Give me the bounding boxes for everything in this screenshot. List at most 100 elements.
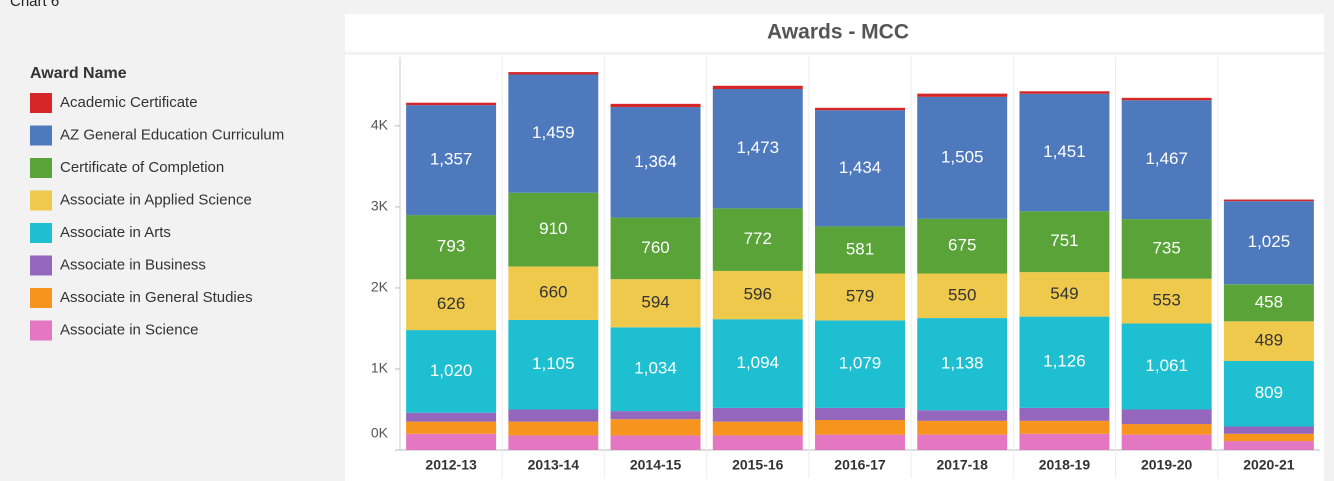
bar-segment xyxy=(610,103,701,108)
legend-title: Award Name xyxy=(30,65,127,82)
legend-label: Associate in Applied Science xyxy=(60,191,252,208)
y-tick-label: 3K xyxy=(371,198,389,214)
bar-segment xyxy=(1121,424,1212,435)
bar-segment xyxy=(406,412,497,422)
bar-segment xyxy=(1019,211,1110,273)
bar-segment xyxy=(712,319,803,408)
legend-swatch xyxy=(30,223,52,243)
data-label: 1,364 xyxy=(634,152,677,171)
data-label: 675 xyxy=(948,236,976,255)
data-label: 1,138 xyxy=(941,354,984,373)
bar-segment xyxy=(508,192,599,267)
bar-segment xyxy=(1019,91,1110,94)
x-tick-label: 2016-17 xyxy=(834,457,886,473)
legend-swatch xyxy=(30,320,52,341)
data-label: 772 xyxy=(744,229,772,248)
legend-swatch xyxy=(30,158,52,178)
bar-segment xyxy=(610,327,701,412)
data-label: 1,061 xyxy=(1145,356,1188,375)
bar-segment xyxy=(508,435,599,450)
bar-segment xyxy=(1121,100,1212,220)
bar-segment xyxy=(917,218,1008,274)
y-tick-label: 1K xyxy=(371,360,389,376)
legend-label: Associate in Arts xyxy=(60,224,171,241)
bar-segment xyxy=(1223,199,1314,202)
bar-segment xyxy=(1019,93,1110,212)
data-label: 1,020 xyxy=(430,361,473,380)
bar-segment xyxy=(610,279,701,328)
bar-segment xyxy=(406,105,497,216)
bar-segment xyxy=(917,318,1008,411)
bar-segment xyxy=(508,421,599,436)
data-label: 489 xyxy=(1255,331,1283,350)
bar-segment xyxy=(406,279,497,331)
bar-segment xyxy=(815,420,905,435)
bar-segment xyxy=(1019,433,1110,450)
bar-segment xyxy=(1121,434,1212,450)
bar-segment xyxy=(1223,360,1314,427)
bar-segment xyxy=(712,85,803,90)
data-label: 793 xyxy=(437,237,465,256)
x-tick-label: 2020-21 xyxy=(1243,457,1295,473)
data-label: 550 xyxy=(948,285,976,304)
data-label: 1,505 xyxy=(941,147,984,166)
bar-segment xyxy=(610,419,701,436)
x-tick-label: 2019-20 xyxy=(1141,457,1193,473)
data-label: 760 xyxy=(641,238,669,257)
data-label: 581 xyxy=(846,239,874,258)
bar-segment xyxy=(610,107,701,218)
data-label: 1,126 xyxy=(1043,352,1086,371)
bar-segment xyxy=(1223,201,1314,285)
bar-segment xyxy=(610,435,701,450)
data-label: 1,451 xyxy=(1043,142,1086,161)
bar-segment xyxy=(815,110,905,227)
legend-swatch xyxy=(30,93,52,113)
bar-segment xyxy=(815,407,905,421)
legend-swatch xyxy=(30,255,52,276)
data-label: 660 xyxy=(539,283,567,302)
bar-segment xyxy=(815,226,905,274)
data-label: 1,467 xyxy=(1145,149,1188,168)
y-tick-label: 2K xyxy=(371,279,389,295)
bar-segment xyxy=(712,208,803,271)
bar-segment xyxy=(508,319,599,410)
bar-segment xyxy=(1019,316,1110,408)
data-label: 1,459 xyxy=(532,123,575,142)
bar-segment xyxy=(1223,433,1314,442)
y-tick-label: 0K xyxy=(371,425,389,441)
data-label: 626 xyxy=(437,294,465,313)
data-label: 735 xyxy=(1152,238,1180,257)
bar-segment xyxy=(1019,272,1110,317)
bar-segment xyxy=(1121,409,1212,425)
x-tick-label: 2013-14 xyxy=(528,457,580,473)
bar-segment xyxy=(610,217,701,280)
legend-label: AZ General Education Curriculum xyxy=(60,126,284,143)
x-tick-label: 2017-18 xyxy=(937,457,989,473)
title-band xyxy=(345,14,1324,52)
legend-label: Associate in Science xyxy=(60,321,198,338)
bar-segment xyxy=(815,107,905,111)
bar-segment xyxy=(917,434,1008,450)
data-label: 1,079 xyxy=(839,354,882,373)
legend-swatch xyxy=(30,288,52,308)
bar-segment xyxy=(712,270,803,320)
bar-segment xyxy=(1223,441,1314,450)
data-label: 1,105 xyxy=(532,354,575,373)
x-tick-label: 2018-19 xyxy=(1039,457,1091,473)
bar-segment xyxy=(1121,278,1212,324)
x-tick-label: 2015-16 xyxy=(732,457,784,473)
data-label: 549 xyxy=(1050,284,1078,303)
data-label: 751 xyxy=(1050,231,1078,250)
legend-label: Academic Certificate xyxy=(60,94,198,111)
bar-segment xyxy=(1121,97,1212,101)
bar-segment xyxy=(1019,420,1110,434)
bar-segment xyxy=(406,421,497,434)
data-label: 1,473 xyxy=(737,138,780,157)
data-label: 458 xyxy=(1255,292,1283,311)
y-tick-label: 4K xyxy=(371,117,389,133)
data-label: 809 xyxy=(1255,383,1283,402)
page-label: Chart 6 xyxy=(10,0,59,10)
data-label: 579 xyxy=(846,286,874,305)
bar-segment xyxy=(1223,284,1314,322)
bar-segment xyxy=(917,273,1008,319)
